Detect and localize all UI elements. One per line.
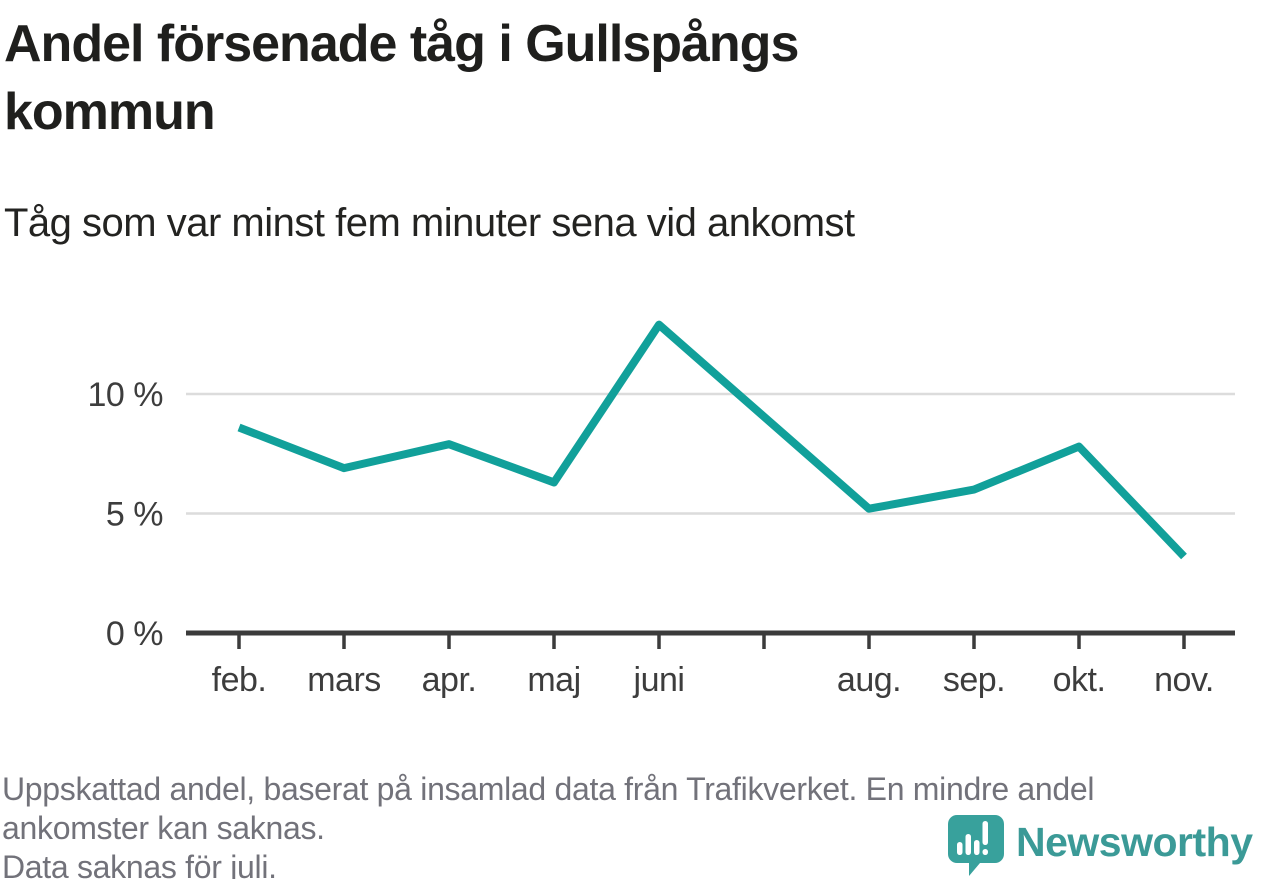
caption-line: Data saknas för juli. — [2, 849, 277, 879]
caption-line: Uppskattad andel, baserat på insamlad da… — [2, 771, 1095, 807]
chart-subtitle: Tåg som var minst fem minuter sena vid a… — [4, 201, 855, 245]
speech-bubble-bar-chart-icon — [948, 815, 1004, 876]
line-chart: 0 % 5 % 10 % feb. mars apr. maj juni aug. sep. okt… — [88, 320, 1235, 699]
x-axis-tick-label: sep. — [943, 661, 1005, 699]
chart-caption: Uppskattad andel, baserat på insamlad da… — [2, 770, 1095, 879]
x-axis-tick-label: juni — [633, 661, 685, 699]
x-axis-tick-label: mars — [307, 661, 381, 699]
x-axis-tick-label: maj — [527, 661, 580, 699]
y-axis-tick-label: 0 % — [106, 615, 163, 653]
data-line — [237, 320, 1187, 560]
y-axis-tick-label: 5 % — [106, 496, 163, 534]
brand-wordmark: Newsworthy — [1016, 818, 1253, 865]
newsworthy-logo: Newsworthy — [946, 813, 1253, 877]
caption-line: ankomster kan saknas. — [2, 810, 325, 846]
x-axis-tick-label: aug. — [837, 661, 901, 699]
x-axis-tick-label: nov. — [1154, 661, 1214, 699]
x-axis-tick-label: apr. — [422, 661, 477, 699]
chart-title: Andel försenade tåg i Gullspångs kommun — [4, 15, 799, 141]
y-axis-tick-label: 10 % — [88, 376, 164, 414]
x-axis-tick-label: okt. — [1053, 661, 1106, 699]
x-axis-tick-label: feb. — [212, 661, 267, 699]
